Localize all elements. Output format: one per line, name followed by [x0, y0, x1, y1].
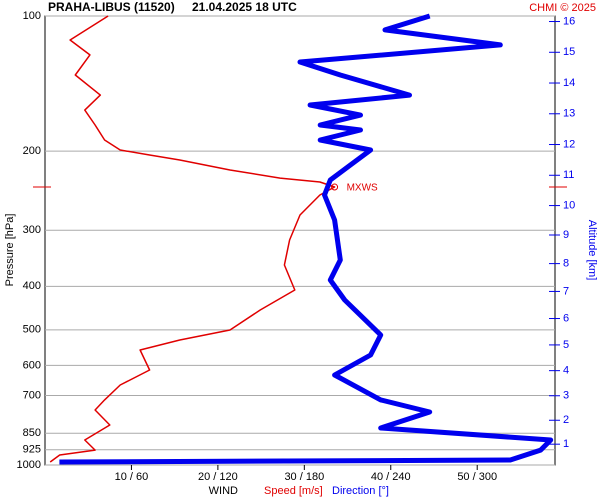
mxws-marker — [331, 183, 339, 191]
y2-tick-label: 11 — [563, 169, 574, 181]
chart-subtitle: 21.04.2025 18 UTC — [192, 0, 297, 14]
x-tick-label: 20 / 120 — [198, 471, 238, 483]
y2-tick-label: 16 — [563, 15, 575, 27]
y2-tick-label: 5 — [563, 339, 569, 351]
series-line — [59, 13, 554, 465]
y-tick-label: 200 — [23, 145, 41, 157]
y2-tick-label: 9 — [563, 229, 569, 241]
y-tick-label: 100 — [23, 10, 41, 22]
y2-tick-label: 3 — [563, 390, 569, 402]
y2-tick-label: 6 — [563, 312, 569, 324]
x-axis-label: WIND — [209, 485, 238, 497]
x-tick-label: 50 / 300 — [457, 471, 497, 483]
series-line — [49, 15, 336, 463]
y2-tick-label: 7 — [563, 285, 569, 297]
y2-axis-label: Altitude [km] — [586, 220, 598, 281]
y2-tick-label: 13 — [563, 108, 575, 120]
y2-tick-label: 1 — [563, 438, 569, 450]
x-tick-label: 10 / 60 — [115, 471, 149, 483]
y2-tick-label: 10 — [563, 199, 575, 211]
y-tick-label: 700 — [23, 389, 41, 401]
legend-entry: Direction [°] — [332, 485, 389, 497]
plot-frame — [44, 15, 556, 466]
y2-tick-label: 8 — [563, 258, 569, 270]
y-tick-label: 1000 — [17, 459, 41, 471]
y2-tick-label: 4 — [563, 365, 569, 377]
y-axis-label: Pressure [hPa] — [4, 214, 16, 287]
y-tick-label: 925 — [23, 444, 41, 456]
credit: CHMI © 2025 — [529, 2, 596, 14]
x-tick-label: 30 / 180 — [284, 471, 324, 483]
y-tick-label: 500 — [23, 324, 41, 336]
annotation: MXWS — [347, 183, 378, 194]
y2-tick-label: 15 — [563, 46, 575, 58]
y-tick-label: 850 — [23, 427, 41, 439]
x-tick-label: 40 / 240 — [371, 471, 411, 483]
y-tick-label: 400 — [23, 280, 41, 292]
legend-entry: Speed [m/s] — [264, 485, 323, 497]
chart-title: PRAHA-LIBUS (11520) — [48, 0, 175, 14]
y2-tick-label: 14 — [563, 77, 575, 89]
y-tick-label: 600 — [23, 359, 41, 371]
y-tick-label: 300 — [23, 224, 41, 236]
y2-tick-label: 2 — [563, 414, 569, 426]
y2-tick-label: 12 — [563, 138, 575, 150]
